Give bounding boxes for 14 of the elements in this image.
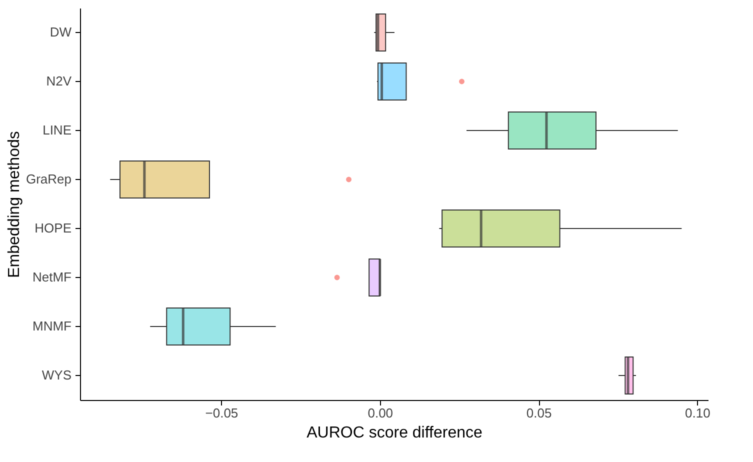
x-axis-title: AUROC score difference xyxy=(306,424,482,442)
y-tick-label: HOPE xyxy=(34,220,72,236)
x-tick-label: 0.10 xyxy=(685,406,710,420)
x-tick-label: −0.05 xyxy=(205,406,238,420)
x-tick-label: 0.00 xyxy=(368,406,394,420)
x-tick-label: 0.05 xyxy=(526,406,552,420)
y-tick-label: MNMF xyxy=(32,318,72,334)
y-tick-label: DW xyxy=(50,24,72,40)
y-tick-label: LINE xyxy=(42,122,72,138)
y-tick-label: N2V xyxy=(46,74,72,88)
y-tick-label: WYS xyxy=(42,368,72,382)
y-tick-label: NetMF xyxy=(32,270,72,284)
y-tick-label: GraRep xyxy=(26,172,72,186)
y-axis-title: Embedding methods xyxy=(6,131,23,278)
